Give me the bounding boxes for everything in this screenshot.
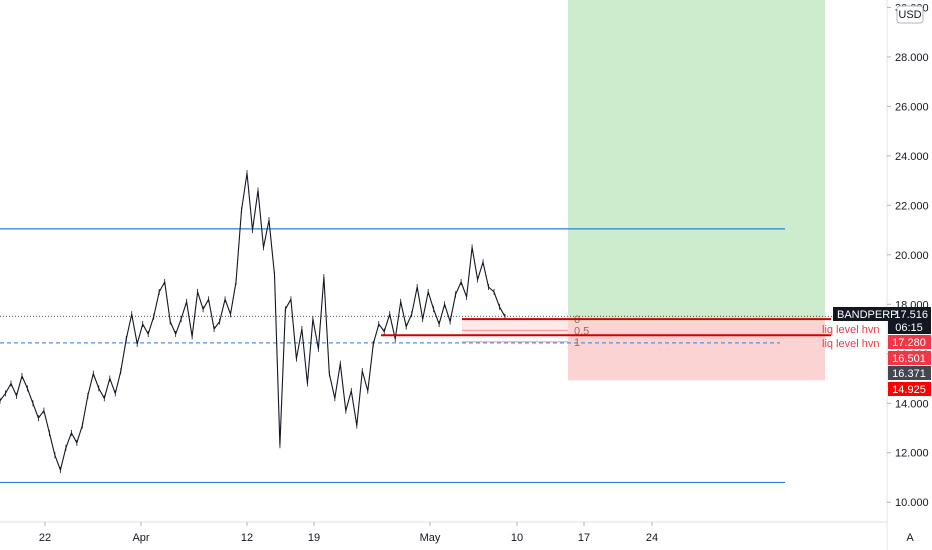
price-tag-1 xyxy=(888,351,931,365)
long-position-tool[interactable] xyxy=(462,0,825,381)
auto-scale-label: A xyxy=(906,532,914,544)
price-tag-label-2: 16.371 xyxy=(892,368,926,380)
y-tick-label-0: 10.000 xyxy=(895,497,929,509)
x-tick-label-1: Apr xyxy=(132,532,149,544)
currency-label: USD xyxy=(898,9,921,21)
horizontal-levels[interactable] xyxy=(0,228,887,484)
profit-zone[interactable] xyxy=(568,0,825,323)
price-tag-0 xyxy=(888,335,931,349)
price-tag-3 xyxy=(888,382,931,396)
y-tick-label-7: 24.000 xyxy=(895,151,929,163)
x-tick-label-3: 19 xyxy=(308,532,320,544)
x-tick-label-0: 22 xyxy=(39,532,51,544)
symbol-price-tag: BANDPERP 17.516 06:15 xyxy=(833,307,931,334)
x-tick-label-7: 24 xyxy=(646,532,658,544)
y-tick-label-6: 22.000 xyxy=(895,200,929,212)
y-tick-label-9: 28.000 xyxy=(895,52,929,64)
price-series xyxy=(0,170,506,474)
hvn-label-1: liq level hvn xyxy=(822,338,879,350)
loss-zone[interactable] xyxy=(568,322,825,381)
bar-countdown: 06:15 xyxy=(895,322,923,334)
y-tick-label-1: 12.000 xyxy=(895,448,929,460)
hvn-lines[interactable]: liq level hvn liq level hvn xyxy=(381,318,879,350)
last-price-label: 17.516 xyxy=(894,309,928,321)
price-scale[interactable]: 10.00012.00014.00016.00018.00020.00022.0… xyxy=(887,2,929,509)
x-tick-label-2: 12 xyxy=(241,532,253,544)
price-tag-label-0: 17.280 xyxy=(892,337,926,349)
series-line-BANDPERP xyxy=(0,172,506,471)
time-scale[interactable]: 22 Apr 12 19 May 10 17 24 xyxy=(39,522,658,544)
price-tag-2 xyxy=(888,366,931,380)
x-tick-label-5: 10 xyxy=(511,532,523,544)
currency-badge[interactable]: USD xyxy=(896,5,924,24)
y-tick-label-8: 26.000 xyxy=(895,101,929,113)
y-tick-label-5: 20.000 xyxy=(895,250,929,262)
symbol-label: BANDPERP xyxy=(837,309,898,321)
x-tick-label-6: 17 xyxy=(578,532,590,544)
price-tag-label-1: 16.501 xyxy=(892,353,926,365)
price-labels: BANDPERP 17.516 06:15 17.280 16.501 16.371… xyxy=(833,307,931,396)
x-tick-label-4: May xyxy=(420,532,441,544)
hvn-zone xyxy=(462,320,568,336)
fib-label-2: 1 xyxy=(574,337,580,349)
y-tick-label-2: 14.000 xyxy=(895,398,929,410)
price-tag-label-3: 14.925 xyxy=(892,384,926,396)
hvn-label-0: liq level hvn xyxy=(822,324,879,336)
auto-scale-button[interactable]: A xyxy=(901,528,919,546)
